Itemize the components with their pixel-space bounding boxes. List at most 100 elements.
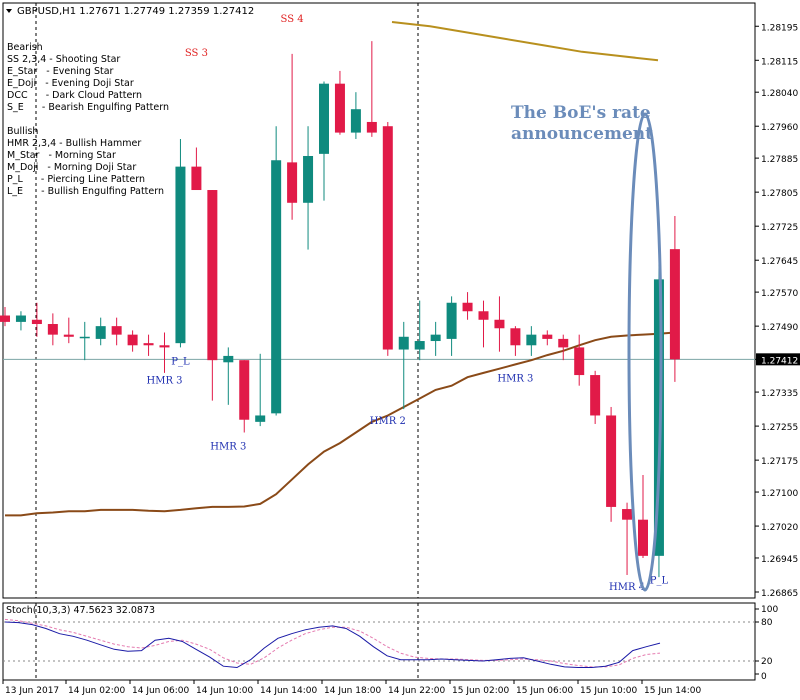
- candle-body: [111, 326, 122, 335]
- candle: [255, 353, 266, 427]
- annotation-line-1: The BoE's rate: [511, 103, 651, 123]
- candle: [574, 334, 585, 386]
- candle: [143, 334, 154, 356]
- price-tick-label: 1.28195: [761, 23, 798, 33]
- time-tick-label: 15 Jun 10:00: [580, 686, 637, 696]
- oscillator-title: Stoch(10,3,3) 47.5623 32.0873: [6, 605, 155, 616]
- legend-bearish-item: SS 2,3,4 - Shooting Star: [7, 54, 120, 65]
- pattern-label: HMR 3: [210, 442, 246, 453]
- time-tick-label: 14 Jun 10:00: [196, 686, 253, 696]
- candle-body: [95, 326, 106, 339]
- price-tick-label: 1.27020: [761, 523, 798, 533]
- time-tick-label: 15 Jun 06:00: [516, 686, 573, 696]
- candle: [638, 475, 648, 558]
- candle-body: [287, 162, 298, 203]
- candle: [462, 292, 473, 320]
- candle-body: [47, 324, 58, 335]
- candle-body: [574, 347, 585, 376]
- time-tick-label: 15 Jun 02:00: [452, 686, 509, 696]
- candle-body: [494, 319, 505, 329]
- candle: [510, 326, 521, 356]
- time-tick-label: 14 Jun 06:00: [132, 686, 189, 696]
- candle-body: [590, 375, 601, 416]
- candle: [350, 92, 361, 139]
- stoch-signal-line: [4, 618, 661, 668]
- time-axis: 13 Jun 2017 14 Jun 02:00 14 Jun 06:00 14 Ju…: [2, 680, 701, 696]
- candle: [669, 215, 680, 382]
- chevron-down-icon[interactable]: [6, 9, 12, 13]
- candle: [334, 70, 345, 135]
- candle: [542, 330, 553, 346]
- candle: [366, 41, 377, 137]
- stoch-main-line: [4, 621, 661, 669]
- candle-body: [239, 360, 250, 420]
- candle: [239, 360, 250, 433]
- candle: [287, 53, 298, 220]
- candle-body: [366, 121, 377, 133]
- candle: [414, 300, 425, 361]
- time-tick-label: 14 Jun 18:00: [324, 686, 381, 696]
- candle-body: [334, 83, 345, 133]
- price-tick-label: 1.26865: [761, 589, 798, 599]
- price-tick-label: 1.27725: [761, 223, 798, 233]
- time-tick-label: 13 Jun 2017: [5, 686, 59, 696]
- candle: [15, 311, 26, 331]
- candle-body: [414, 341, 425, 350]
- legend-bearish-title: Bearish: [7, 42, 43, 53]
- boe-annotation: The BoE's rate announcement: [511, 103, 663, 592]
- ma-slow-line: [391, 21, 659, 62]
- legend-bearish-item: E_Doji - Evening Doji Star: [7, 78, 134, 89]
- candle: [271, 126, 282, 416]
- candle-body: [350, 109, 361, 133]
- stoch-level-label: 80: [761, 618, 773, 628]
- highlight-ellipse: [627, 112, 663, 592]
- candle-body: [622, 509, 633, 520]
- candle: [191, 147, 202, 191]
- candle-body: [430, 334, 441, 342]
- candle-body: [271, 160, 282, 414]
- stoch-level-label: 20: [761, 657, 773, 667]
- candle-body: [510, 328, 521, 346]
- candle: [175, 138, 186, 348]
- current-price-box: [756, 353, 800, 366]
- candle-body: [15, 315, 26, 322]
- candle: [223, 347, 234, 405]
- candle-body: [478, 311, 489, 320]
- candle-body: [31, 319, 42, 325]
- stochastic-oscillator: 100 80 20 0: [3, 605, 778, 682]
- candle-body: [127, 334, 138, 346]
- legend-bearish-item: DCC - Dark Cloud Pattern: [7, 90, 142, 101]
- time-tick-label: 14 Jun 02:00: [68, 686, 125, 696]
- stoch-level-label: 0: [761, 672, 767, 682]
- legend-bearish-item: E_Star - Evening Star: [7, 66, 114, 77]
- price-tick-label: 1.27335: [761, 389, 798, 399]
- pattern-label: P_L: [650, 575, 669, 586]
- pattern-label: HMR 4: [609, 582, 645, 593]
- candle: [31, 302, 42, 337]
- candle-body: [382, 126, 393, 350]
- candle: [63, 317, 74, 344]
- pattern-label: SS 4: [281, 14, 304, 25]
- candle-body: [143, 343, 154, 346]
- candle: [111, 317, 122, 346]
- candle: [207, 190, 218, 401]
- pattern-label: P_L: [171, 356, 190, 367]
- price-tick-label: 1.27100: [761, 489, 798, 499]
- legend-bullish-item: M_Star - Morning Star: [7, 150, 116, 161]
- candle: [430, 321, 441, 356]
- candle: [382, 121, 393, 356]
- price-axis: 1.28195 1.28115 1.28040 1.27960 1.27885 1.278…: [755, 23, 800, 599]
- candle-body: [207, 190, 218, 361]
- chart-title: GBPUSD,H1 1.27671 1.27749 1.27359 1.2741…: [17, 6, 254, 17]
- time-tick-label: 14 Jun 14:00: [260, 686, 317, 696]
- candle-body: [191, 166, 202, 191]
- price-tick-label: 1.27960: [761, 123, 798, 133]
- legend-panel: Bearish SS 2,3,4 - Shooting Star E_Star …: [7, 42, 169, 197]
- candle: [526, 326, 537, 356]
- pattern-labels: SS 3 SS 4 P_L HMR 3 HMR 3 HMR 2 HMR 3 HMR 4 P_L: [146, 14, 668, 593]
- candle-body: [303, 155, 314, 203]
- candle-body: [606, 415, 617, 507]
- legend-bullish-item: HMR 2,3,4 - Bullish Hammer: [7, 138, 141, 149]
- candle: [558, 334, 569, 361]
